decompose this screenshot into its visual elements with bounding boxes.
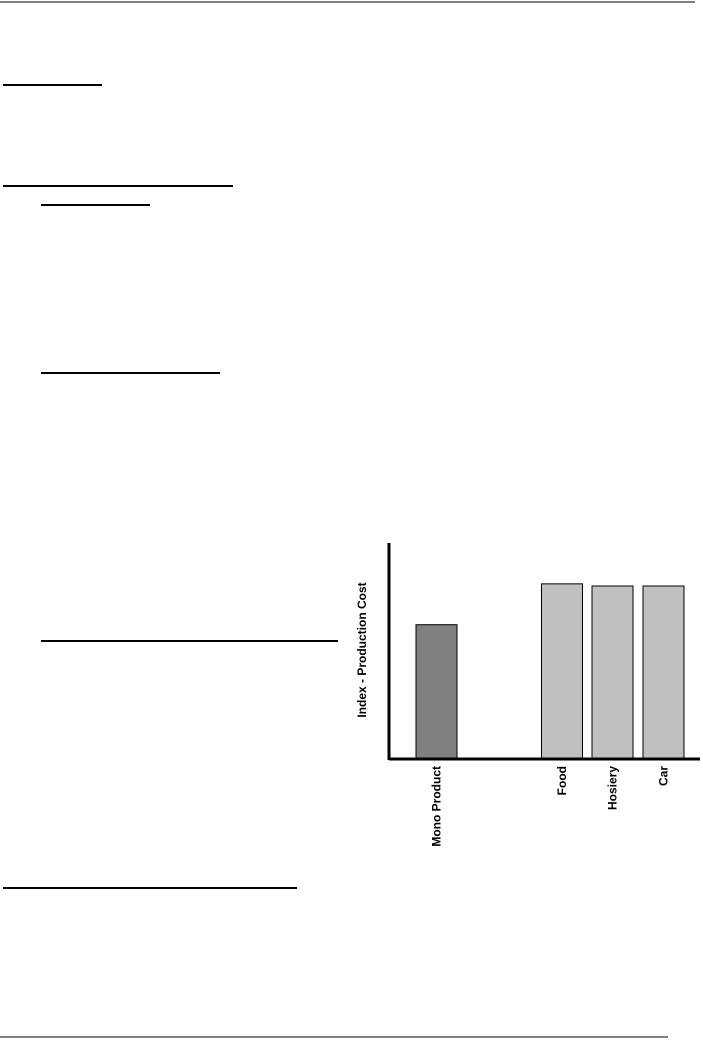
bar: [591, 585, 634, 759]
x-tick-label: Car: [657, 766, 671, 786]
y-axis-label: Index - Production Cost: [355, 582, 369, 717]
x-tick-label: Food: [555, 766, 569, 795]
chart: Index - Production Cost Mono Product Food…: [355, 543, 700, 847]
x-tick-label: Mono Product: [430, 766, 444, 847]
bar: [541, 583, 583, 759]
x-tick-label: Hosiery: [606, 766, 620, 810]
bar: [642, 585, 685, 759]
bar: [415, 624, 458, 759]
